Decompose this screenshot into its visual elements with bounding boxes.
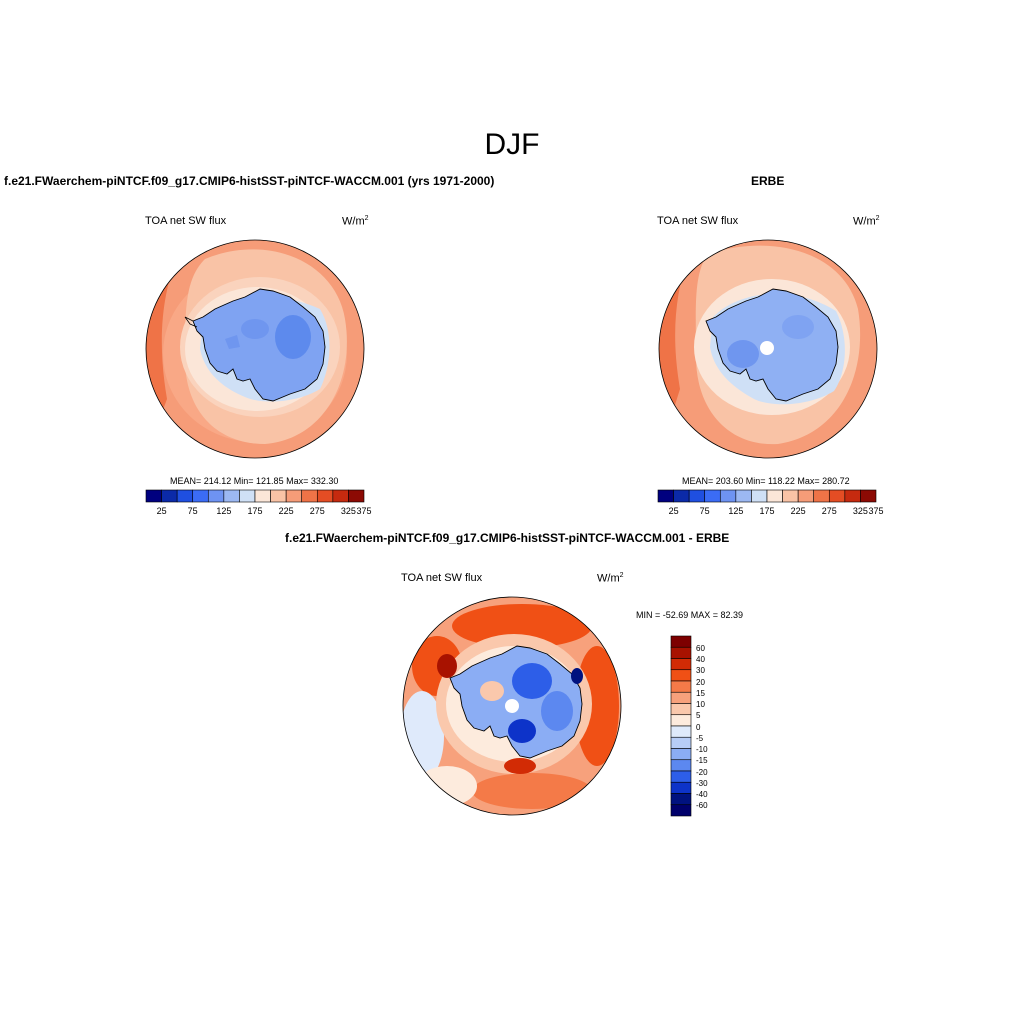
colorbar-swatch <box>670 703 692 716</box>
colorbar-swatch <box>270 489 287 503</box>
colorbar-swatch <box>670 748 692 761</box>
colorbar-swatch <box>766 489 783 503</box>
colorbar-swatch <box>670 680 692 693</box>
panel2-variable-label: TOA net SW flux <box>657 215 739 227</box>
colorbar-swatch <box>254 489 271 503</box>
colorbar-swatch <box>670 658 692 671</box>
panel3-tick: 20 <box>696 677 705 687</box>
panel3-variable-label: TOA net SW flux <box>401 572 483 584</box>
colorbar-swatch <box>223 489 240 503</box>
colorbar-swatch <box>670 725 692 738</box>
panel2-tick: 75 <box>699 506 710 516</box>
panel2-units: W/m2 <box>853 215 880 228</box>
colorbar-swatch <box>316 489 334 503</box>
panel2-tick: 375 <box>868 506 884 516</box>
panel2-tick: 125 <box>728 506 744 516</box>
panel1-tick: 225 <box>278 506 294 516</box>
panel2-tick: 275 <box>821 506 837 516</box>
panel2-tick: 175 <box>759 506 775 516</box>
panel1-tick: 325 <box>340 506 356 516</box>
panel3-tick: -40 <box>696 790 708 800</box>
panel3-tick: -5 <box>696 733 704 743</box>
panel3-stats: MIN = -52.69 MAX = 82.39 <box>636 610 744 620</box>
panel1-tick: 175 <box>247 506 263 516</box>
colorbar-swatch <box>688 489 706 503</box>
colorbar-swatch <box>192 489 209 503</box>
colorbar-swatch <box>176 489 194 503</box>
panel1-tick: 375 <box>356 506 372 516</box>
colorbar-swatch <box>348 489 365 503</box>
colorbar-swatch <box>670 793 692 806</box>
colorbar-swatch <box>670 781 692 794</box>
panel3-tick: 30 <box>696 666 705 676</box>
panel3-tick: 60 <box>696 643 705 653</box>
colorbar-swatch <box>670 646 692 659</box>
colorbar-swatch <box>844 489 861 503</box>
panel2-map <box>658 239 878 459</box>
panel2-title: ERBE <box>751 174 785 188</box>
panel1-title: f.e21.FWaerchem-piNTCF.f09_g17.CMIP6-his… <box>4 174 495 188</box>
colorbar-swatch <box>828 489 846 503</box>
panel3-tick: -15 <box>696 756 708 766</box>
colorbar-swatch <box>670 770 692 783</box>
panel3-tick: -60 <box>696 801 708 811</box>
colorbar-swatch <box>332 489 349 503</box>
colorbar-swatch <box>285 489 303 503</box>
panel1-tick: 75 <box>187 506 198 516</box>
panel1-units: W/m2 <box>342 215 369 228</box>
panel3-title: f.e21.FWaerchem-piNTCF.f09_g17.CMIP6-his… <box>285 531 730 545</box>
colorbar-swatch <box>670 736 692 749</box>
panel1-tick: 275 <box>309 506 325 516</box>
panel3-tick: 10 <box>696 700 705 710</box>
panel1-map <box>145 239 365 459</box>
colorbar-swatch <box>704 489 721 503</box>
colorbar-swatch <box>145 489 162 503</box>
panel1-tick: 125 <box>216 506 232 516</box>
panel3-tick: 15 <box>696 688 705 698</box>
panel3-colorbar <box>670 635 692 817</box>
figure-title: DJF <box>484 128 540 161</box>
colorbar-swatch <box>670 804 692 817</box>
panel3-units: W/m2 <box>597 572 624 585</box>
colorbar-swatch <box>161 489 178 503</box>
colorbar-swatch <box>670 759 692 772</box>
panel2-tick: 325 <box>852 506 868 516</box>
panel1-colorbar-ticks: 25 75 125 175 225 275 325 375 <box>146 506 372 518</box>
colorbar-swatch <box>673 489 690 503</box>
colorbar-swatch <box>782 489 799 503</box>
colorbar-swatch <box>301 489 318 503</box>
colorbar-swatch <box>735 489 752 503</box>
panel1-colorbar <box>145 489 365 503</box>
panel1-stats: MEAN= 214.12 Min= 121.85 Max= 332.30 <box>170 476 339 486</box>
panel3-tick: -20 <box>696 767 708 777</box>
colorbar-swatch <box>670 635 692 648</box>
panel3-tick: -30 <box>696 778 708 788</box>
panel3-colorbar-labels: 60 40 30 20 15 10 5 0 -5 -10 -15 -20 -30… <box>696 636 736 816</box>
panel2-tick: 25 <box>668 506 679 516</box>
colorbar-swatch <box>813 489 830 503</box>
colorbar-swatch <box>657 489 674 503</box>
colorbar-swatch <box>719 489 737 503</box>
colorbar-swatch <box>239 489 256 503</box>
colorbar-swatch <box>751 489 768 503</box>
colorbar-swatch <box>797 489 815 503</box>
colorbar-swatch <box>670 669 692 682</box>
panel2-stats: MEAN= 203.60 Min= 118.22 Max= 280.72 <box>682 476 850 486</box>
panel2-colorbar <box>657 489 877 503</box>
panel1-tick: 25 <box>156 506 167 516</box>
panel3-tick: 0 <box>696 722 701 732</box>
colorbar-swatch <box>670 714 692 727</box>
panel3-tick: 40 <box>696 655 705 665</box>
colorbar-swatch <box>670 691 692 704</box>
colorbar-swatch <box>207 489 225 503</box>
colorbar-swatch <box>860 489 877 503</box>
panel2-colorbar-ticks: 25 75 125 175 225 275 325 375 <box>658 506 884 518</box>
panel3-tick: 5 <box>696 711 701 721</box>
panel3-tick: -10 <box>696 745 708 755</box>
panel2-tick: 225 <box>790 506 806 516</box>
panel1-variable-label: TOA net SW flux <box>145 215 227 227</box>
panel3-map <box>402 596 622 816</box>
